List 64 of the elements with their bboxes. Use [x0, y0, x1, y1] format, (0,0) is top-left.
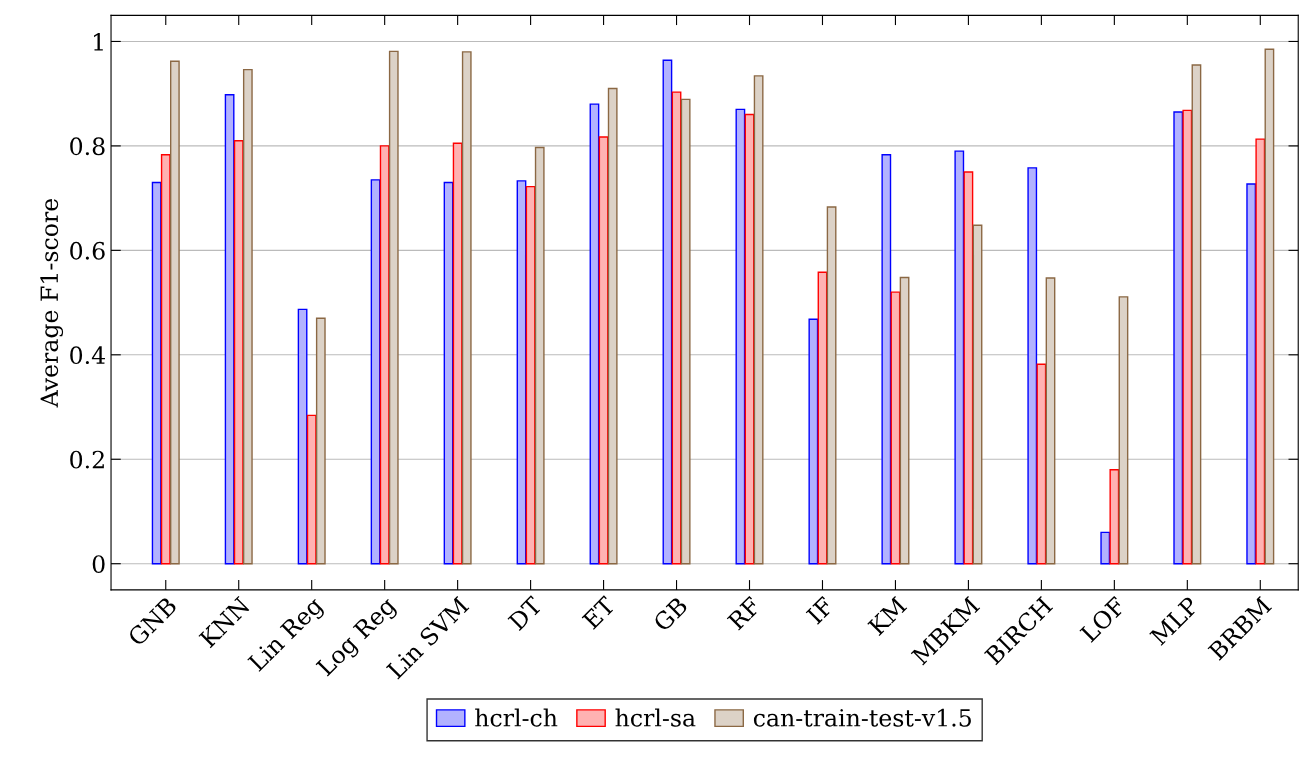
bar	[808, 318, 819, 565]
x-tick-label: KM	[867, 596, 908, 637]
bar	[1173, 111, 1184, 565]
y-tick-label: 0.6	[70, 241, 105, 260]
bar	[443, 181, 454, 565]
bar	[589, 103, 600, 565]
bar	[370, 179, 381, 565]
bar	[1100, 531, 1111, 565]
bar	[963, 171, 974, 565]
bar	[899, 276, 910, 565]
legend-label: hcrl-ch	[475, 708, 558, 727]
bar	[169, 60, 180, 565]
bar	[233, 139, 244, 565]
x-tick-label: DT	[507, 595, 544, 631]
legend-label: can-train-test-v1.5	[753, 708, 971, 727]
bar	[1118, 296, 1129, 565]
bar	[744, 113, 755, 565]
y-tick-label: 0.4	[70, 346, 105, 365]
bar	[160, 154, 171, 565]
bar	[680, 98, 691, 565]
x-tick-label: GB	[652, 596, 689, 633]
bar	[1027, 167, 1038, 565]
bar	[242, 68, 253, 565]
bar	[671, 91, 682, 565]
bar	[735, 108, 746, 565]
bar	[881, 154, 892, 565]
bar	[890, 291, 901, 565]
bar	[388, 50, 399, 565]
x-tick-label: ET	[581, 595, 617, 630]
bar	[1182, 109, 1193, 565]
bar	[1109, 469, 1120, 565]
bar	[534, 146, 545, 565]
bar	[1246, 183, 1257, 565]
bar	[753, 75, 764, 565]
bar	[1191, 64, 1202, 565]
y-tick-label: 0	[92, 555, 105, 574]
bar	[826, 206, 837, 565]
bar	[607, 87, 618, 565]
y-tick-label: 0.2	[70, 450, 104, 469]
x-tick-label: RF	[726, 595, 762, 631]
bar	[1036, 363, 1047, 565]
bar	[306, 414, 317, 565]
bar	[954, 150, 965, 565]
bar	[598, 136, 609, 565]
bar	[151, 181, 162, 565]
bar	[224, 94, 235, 565]
bar	[461, 51, 472, 565]
bar	[297, 308, 308, 565]
y-axis-title: Average F1-score	[40, 198, 64, 408]
bar	[1264, 48, 1275, 565]
bar	[1045, 277, 1056, 565]
bar	[516, 180, 527, 565]
bar	[315, 317, 326, 565]
y-tick-label: 0.8	[70, 137, 105, 156]
bar	[525, 185, 536, 565]
bar	[817, 271, 828, 565]
legend-label: hcrl-sa	[615, 708, 696, 727]
bar	[379, 145, 390, 565]
bar	[662, 59, 673, 565]
bar	[452, 142, 463, 565]
y-tick-label: 1	[94, 32, 103, 51]
bar	[972, 224, 983, 565]
x-tick-label: IF	[805, 595, 835, 625]
bar	[1255, 138, 1266, 565]
